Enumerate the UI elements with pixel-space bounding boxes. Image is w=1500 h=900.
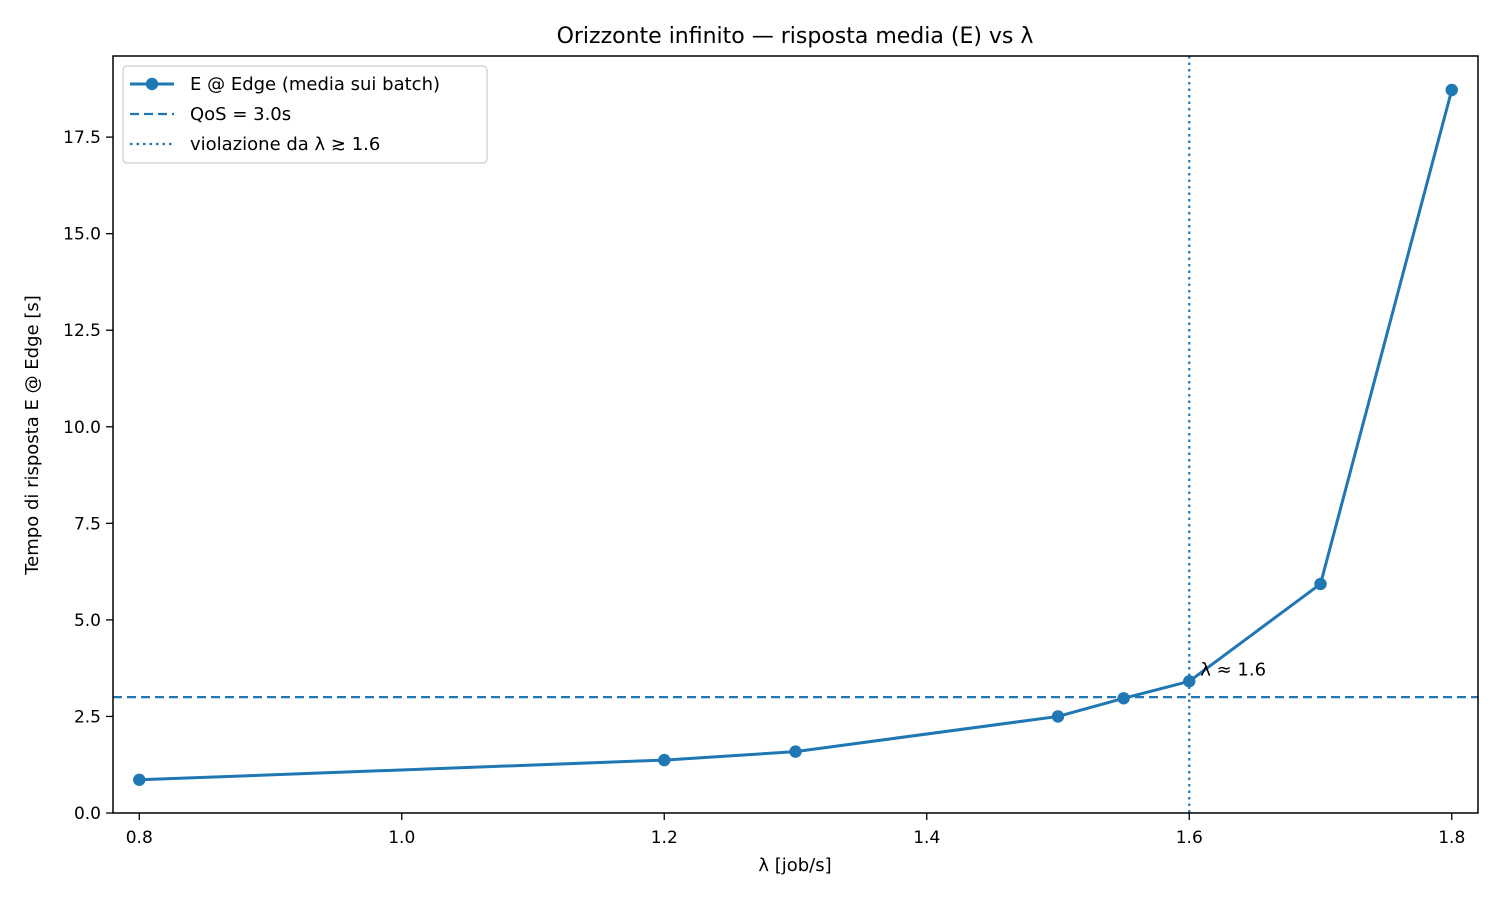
legend-entry-qos: QoS = 3.0s <box>130 104 291 125</box>
x-tick-label: 1.0 <box>388 828 415 848</box>
data-point <box>133 773 146 786</box>
legend-entry-series: E @ Edge (media sui batch) <box>130 74 440 95</box>
data-point <box>1445 83 1458 97</box>
y-axis-label: Tempo di risposta E @ Edge [s] <box>22 295 43 576</box>
legend-label: E @ Edge (media sui batch) <box>190 74 440 95</box>
data-point <box>1314 577 1327 591</box>
legend-marker <box>145 77 159 91</box>
axes: 0.8 1.0 1.2 1.4 1.6 1.8 0.0 2.5 5.0 7.5 10.0 12.5 15… <box>63 55 1479 848</box>
x-axis-label: λ [job/s] <box>758 855 831 876</box>
y-tick-label: 17.5 <box>63 128 101 148</box>
series-line <box>139 89 1454 782</box>
plot-frame <box>112 55 1479 814</box>
legend-entry-violation: violazione da λ ≳ 1.6 <box>130 134 380 155</box>
x-tick-label: 1.2 <box>651 828 678 848</box>
chart-title: Orizzonte infinito — risposta media (E) … <box>557 24 1034 49</box>
x-tick-label: 1.4 <box>913 828 940 848</box>
legend-label: QoS = 3.0s <box>190 104 291 125</box>
data-point <box>1117 692 1130 705</box>
y-tick-label: 5.0 <box>74 611 101 631</box>
y-tick-label: 12.5 <box>63 321 101 341</box>
legend: E @ Edge (media sui batch) QoS = 3.0s viol… <box>122 65 488 164</box>
y-tick-label: 7.5 <box>74 514 101 534</box>
x-tick-label: 0.8 <box>126 828 153 848</box>
data-point <box>1183 675 1196 688</box>
plot-area: λ ≈ 1.6 <box>113 56 1478 813</box>
data-point <box>1051 710 1065 723</box>
x-tick-label: 1.8 <box>1438 828 1465 848</box>
y-tick-label: 10.0 <box>63 418 101 438</box>
y-tick-label: 0.0 <box>74 804 101 824</box>
data-point <box>789 745 802 758</box>
y-tick-label: 15.0 <box>63 225 101 245</box>
legend-label: violazione da λ ≳ 1.6 <box>190 134 380 155</box>
x-tick-label: 1.6 <box>1176 828 1203 848</box>
annotation-label: λ ≈ 1.6 <box>1200 659 1266 680</box>
data-point <box>658 753 671 767</box>
y-tick-label: 2.5 <box>74 707 101 727</box>
legend-box <box>122 65 488 164</box>
